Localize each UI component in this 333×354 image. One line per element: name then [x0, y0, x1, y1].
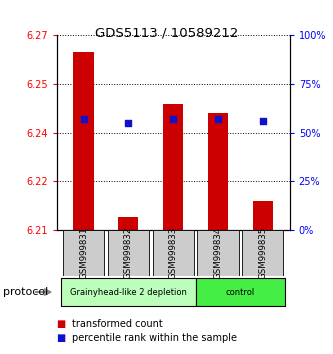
Bar: [208, 113, 228, 230]
Text: GSM999832: GSM999832: [124, 227, 133, 279]
Text: GSM999834: GSM999834: [213, 227, 222, 279]
Text: protocol: protocol: [3, 287, 49, 297]
Bar: [118, 217, 139, 230]
FancyBboxPatch shape: [195, 278, 285, 306]
FancyBboxPatch shape: [153, 230, 194, 276]
Text: percentile rank within the sample: percentile rank within the sample: [72, 333, 236, 343]
Text: transformed count: transformed count: [72, 319, 163, 329]
Text: control: control: [226, 287, 255, 297]
Text: GSM999835: GSM999835: [258, 227, 267, 279]
Bar: [73, 52, 94, 230]
Bar: [253, 201, 273, 230]
Text: ■: ■: [57, 319, 66, 329]
Point: [81, 116, 86, 122]
Text: ■: ■: [57, 333, 66, 343]
Text: Grainyhead-like 2 depletion: Grainyhead-like 2 depletion: [70, 287, 187, 297]
Point: [170, 116, 176, 122]
Point: [126, 120, 131, 126]
Text: GSM999831: GSM999831: [79, 227, 88, 279]
FancyBboxPatch shape: [63, 230, 104, 276]
Point: [215, 116, 221, 122]
Text: GDS5113 / 10589212: GDS5113 / 10589212: [95, 27, 238, 40]
FancyBboxPatch shape: [242, 230, 283, 276]
FancyBboxPatch shape: [197, 230, 239, 276]
FancyBboxPatch shape: [108, 230, 149, 276]
Point: [260, 118, 265, 124]
Bar: [163, 103, 183, 230]
Text: GSM999833: GSM999833: [168, 227, 178, 279]
FancyBboxPatch shape: [61, 278, 195, 306]
